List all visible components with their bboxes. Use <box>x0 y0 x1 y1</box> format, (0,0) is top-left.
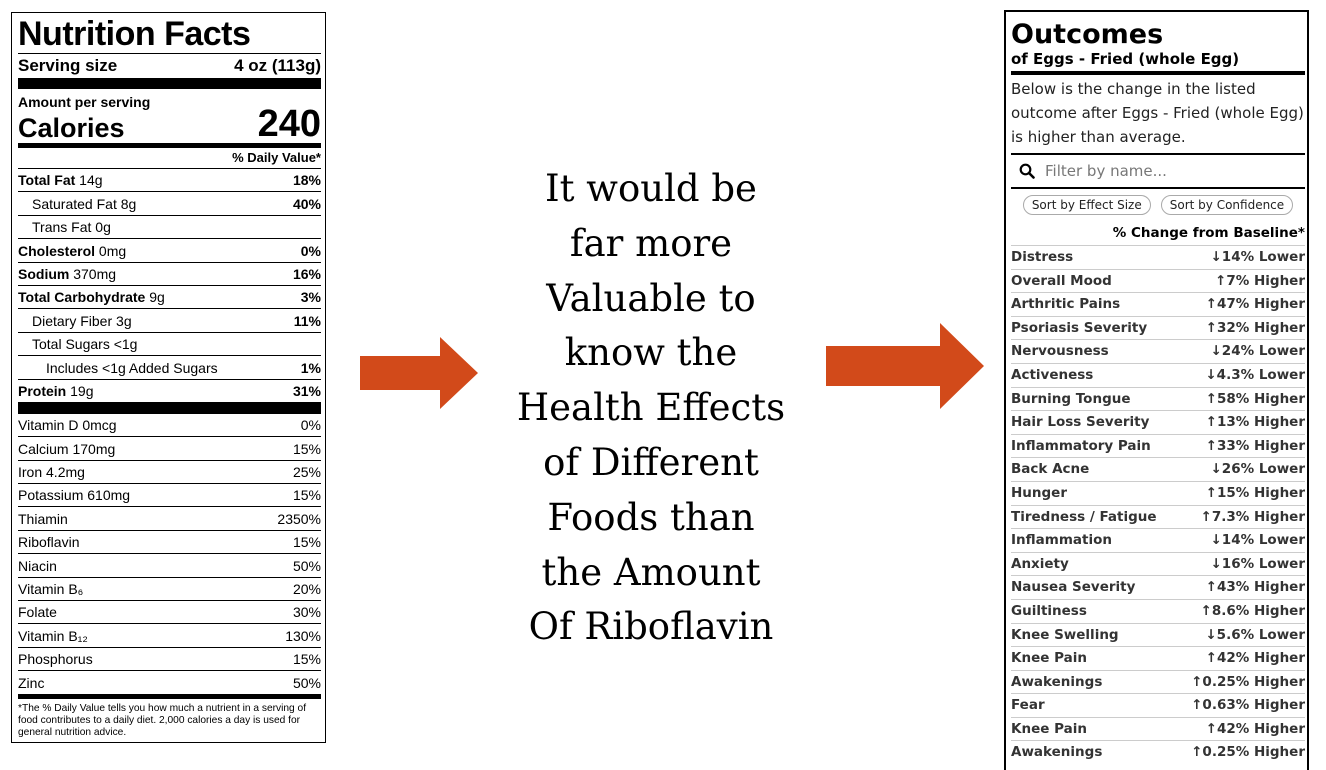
nutrition-title: Nutrition Facts <box>18 15 251 53</box>
calories-value: 240 <box>257 103 321 145</box>
statement-line: far more <box>569 221 733 265</box>
nutrient-row: Sodium 370mg 16% <box>18 263 321 286</box>
outcome-row[interactable]: Inflammation ↓14% Lower <box>1011 528 1305 552</box>
statement-line: the Amount <box>541 550 761 594</box>
serving-size-row: Serving size 4 oz (113g) <box>18 54 321 78</box>
outcome-row[interactable]: Awakenings ↑0.25% Higher <box>1011 740 1305 764</box>
outcomes-subtitle: of Eggs - Fried (whole Egg) <box>1011 50 1240 68</box>
nutrient-row: Total Carbohydrate 9g 3% <box>18 286 321 310</box>
nutrient-row: Trans Fat 0g <box>18 216 321 240</box>
outcome-row[interactable]: Hair Loss Severity ↑13% Higher <box>1011 410 1305 434</box>
outcome-row[interactable]: Psoriasis Severity ↑32% Higher <box>1011 315 1305 340</box>
nutrient-row: Saturated Fat 8g 40% <box>18 192 321 216</box>
serving-label: Serving size <box>18 56 118 75</box>
outcomes-panel: Outcomes of Eggs - Fried (whole Egg) Bel… <box>1004 10 1309 770</box>
vitamin-row: Vitamin B₆ 20% <box>18 578 321 602</box>
outcome-row[interactable]: Tiredness / Fatigue ↑7.3% Higher <box>1011 504 1305 529</box>
statement-line: Foods than <box>547 495 755 539</box>
outcome-row[interactable]: Anxiety ↓16% Lower <box>1011 551 1305 576</box>
calories-row: Calories 240 <box>18 105 321 143</box>
outcome-row[interactable]: Arthritic Pains ↑47% Higher <box>1011 292 1305 316</box>
center-statement: It would be far more Valuable to know th… <box>470 162 832 655</box>
outcome-row[interactable]: Nausea Severity ↑43% Higher <box>1011 575 1305 599</box>
outcome-row[interactable]: Awakenings ↑0.25% Higher <box>1011 669 1305 694</box>
vitamin-row: Folate 30% <box>18 601 321 625</box>
statement-line: It would be <box>545 167 757 210</box>
outcomes-description: Below is the change in the listed outcom… <box>1011 80 1304 146</box>
vitamin-row: Zinc 50% <box>18 674 321 691</box>
vitamin-row: Thiamin 2350% <box>18 507 321 531</box>
outcome-row[interactable]: Knee Pain ↑42% Higher <box>1011 646 1305 670</box>
vitamin-row: Vitamin D 0mcg 0% <box>18 414 321 438</box>
outcome-row[interactable]: Back Acne ↓26% Lower <box>1011 457 1305 481</box>
filter-input[interactable]: Filter by name... <box>1011 155 1305 187</box>
outcome-row[interactable]: Distress ↓14% Lower <box>1011 245 1305 269</box>
sort-by-effect-size-button[interactable]: Sort by Effect Size <box>1022 195 1151 215</box>
nutrition-facts-label: Nutrition Facts Serving size 4 oz (113g)… <box>11 12 326 743</box>
right-arrow-shape <box>826 323 984 409</box>
filter-placeholder: Filter by name... <box>1045 162 1167 180</box>
right-arrow-icon <box>826 323 984 409</box>
statement-line: Of Riboflavin <box>528 605 774 649</box>
statement-line: Valuable to <box>546 276 756 320</box>
search-icon <box>1019 163 1035 179</box>
outcome-row[interactable]: Fear ↑0.63% Higher <box>1011 693 1305 717</box>
outcome-row[interactable]: Knee Pain ↑42% Higher <box>1011 716 1305 741</box>
nutrient-row: Includes <1g Added Sugars 1% <box>18 356 321 380</box>
vitamin-row: Niacin 50% <box>18 554 321 578</box>
outcome-row[interactable]: Burning Tongue ↑58% Higher <box>1011 386 1305 411</box>
daily-value-header: % Daily Value* <box>18 148 321 169</box>
nutrient-row: Total Fat 14g 18% <box>18 169 321 193</box>
outcome-row[interactable]: Nervousness ↓24% Lower <box>1011 339 1305 363</box>
nutrient-row: Dietary Fiber 3g 11% <box>18 309 321 333</box>
column-header: % Change from Baseline* <box>1112 225 1305 241</box>
outcomes-title: Outcomes <box>1011 19 1164 50</box>
outcome-row[interactable]: Hunger ↑15% Higher <box>1011 480 1305 505</box>
vitamin-row: Calcium 170mg 15% <box>18 437 321 461</box>
nutrient-row: Cholesterol 0mg 0% <box>18 239 321 263</box>
outcome-row[interactable]: Overall Mood ↑7% Higher <box>1011 268 1305 293</box>
outcome-row[interactable]: Inflammatory Pain ↑33% Higher <box>1011 433 1305 458</box>
statement-line: know the <box>564 331 738 375</box>
left-arrow-shape <box>360 337 478 409</box>
statement-line: of Different <box>543 440 759 484</box>
nutrient-row: Total Sugars <1g <box>18 333 321 357</box>
statement-line: Health Effects <box>516 386 786 430</box>
sort-by-confidence-button[interactable]: Sort by Confidence <box>1160 195 1294 215</box>
outcome-row[interactable]: Activeness ↓4.3% Lower <box>1011 362 1305 387</box>
outcome-row[interactable]: Guiltiness ↑8.6% Higher <box>1011 598 1305 623</box>
vitamin-row: Riboflavin 15% <box>18 531 321 555</box>
calories-label: Calories <box>18 113 125 143</box>
amount-per-serving: Amount per serving <box>18 94 151 110</box>
daily-value-footnote: *The % Daily Value tells you how much a … <box>18 702 307 738</box>
vitamin-row: Potassium 610mg 15% <box>18 484 321 508</box>
nutrient-row: Protein 19g 31% <box>18 382 321 399</box>
serving-value: 4 oz (113g) <box>234 56 321 75</box>
vitamin-row: Iron 4.2mg 25% <box>18 461 321 485</box>
left-arrow-icon <box>360 337 478 409</box>
vitamin-row: Vitamin B₁₂ 130% <box>18 624 321 648</box>
vitamin-row: Phosphorus 15% <box>18 648 321 672</box>
outcome-row[interactable]: Knee Swelling ↓5.6% Lower <box>1011 622 1305 647</box>
